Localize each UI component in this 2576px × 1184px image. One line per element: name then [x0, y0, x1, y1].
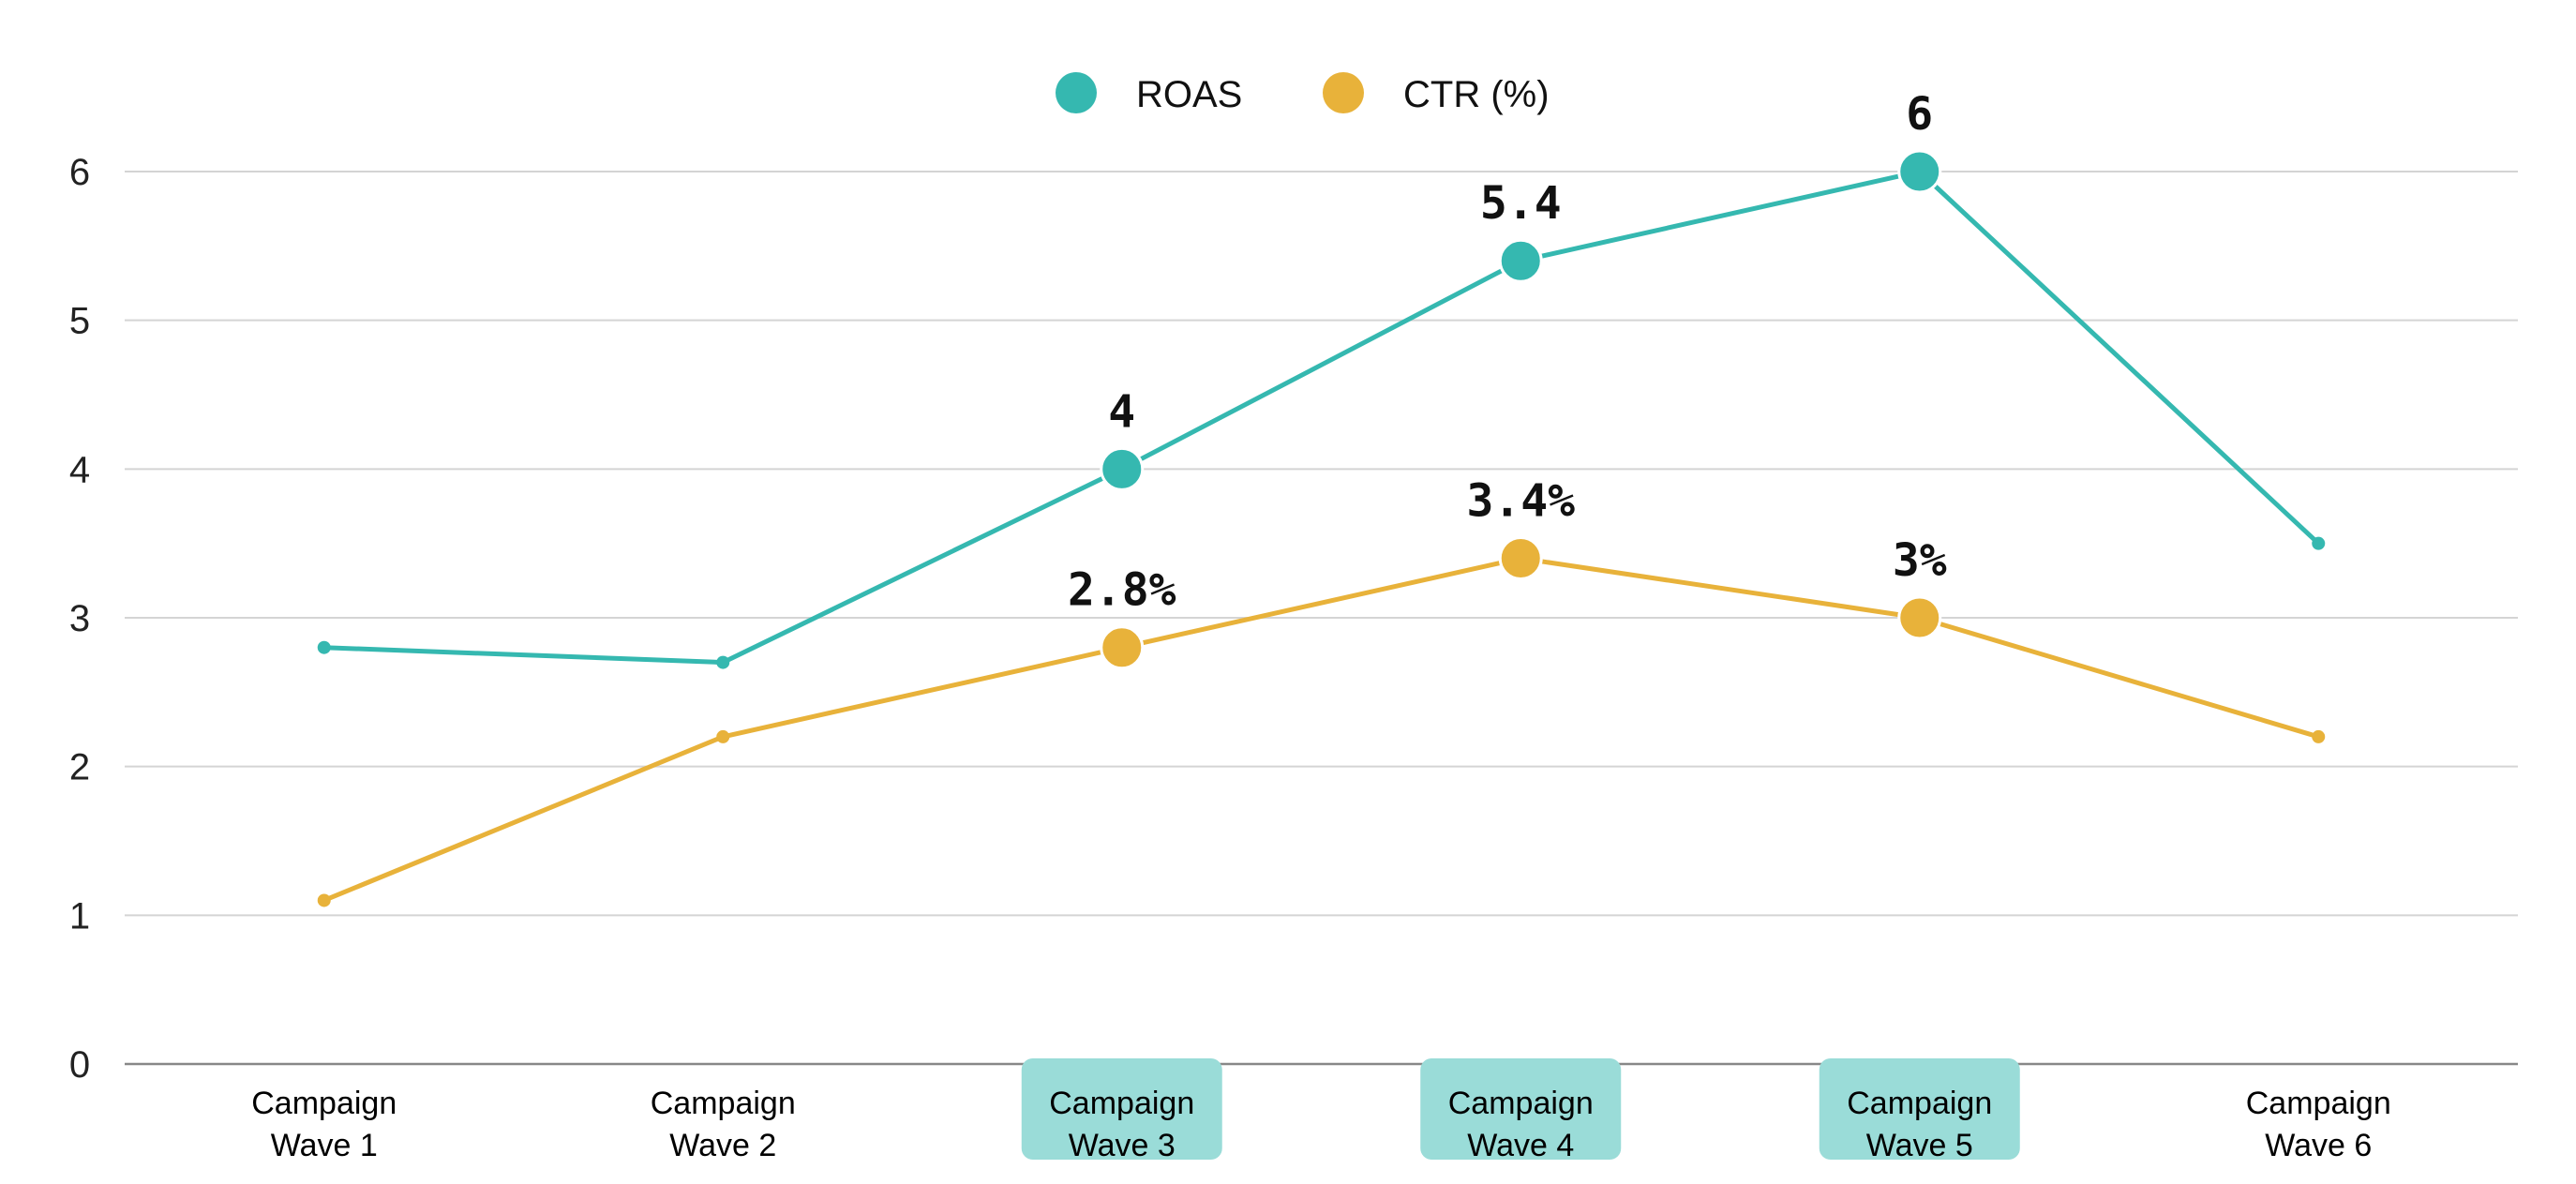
x-category-label: Wave 3	[1069, 1128, 1176, 1163]
gridlines	[125, 171, 2518, 1066]
x-category-label: Campaign	[2246, 1086, 2391, 1121]
legend-label-roas: ROAS	[1136, 74, 1242, 115]
data-point	[317, 893, 331, 907]
x-category-label: Campaign	[1448, 1086, 1594, 1121]
data-label: 2.8%	[1068, 564, 1176, 617]
series-line-roas	[323, 169, 2320, 666]
data-point	[1498, 238, 1543, 283]
y-tick-label: 6	[69, 152, 90, 193]
legend-marker-ctr	[1323, 72, 1364, 113]
y-tick-label: 1	[69, 895, 90, 937]
x-category-label: Campaign	[251, 1086, 397, 1121]
x-category-label: Wave 2	[669, 1128, 776, 1163]
legend: ROAS CTR (%)	[1056, 72, 1550, 115]
series-line-ctr	[322, 556, 2319, 903]
data-point	[2312, 536, 2326, 550]
y-tick-label: 4	[69, 449, 90, 490]
data-point	[716, 729, 730, 743]
x-category-label: Campaign	[651, 1086, 796, 1121]
data-label: 3.4%	[1466, 475, 1575, 528]
data-point	[317, 640, 331, 654]
data-point	[2312, 729, 2326, 743]
series-lines: 4 5.4 6 2.8% 3.4% 3%	[317, 88, 2326, 907]
y-tick-label: 3	[69, 598, 90, 639]
data-label: 5.4	[1480, 177, 1562, 230]
y-tick-label: 5	[69, 301, 90, 342]
legend-marker-roas	[1056, 72, 1097, 113]
data-label: 4	[1108, 385, 1135, 438]
x-category-label: Wave 4	[1467, 1128, 1574, 1163]
category-highlight	[1021, 1058, 1222, 1160]
y-axis-ticks: 0 1 2 3 4 5 6	[69, 152, 90, 1086]
y-tick-label: 0	[69, 1044, 90, 1086]
x-category-label: Campaign	[1049, 1086, 1194, 1121]
x-category-label: Wave 6	[2265, 1128, 2372, 1163]
x-category-label: Wave 1	[271, 1128, 378, 1163]
legend-label-ctr: CTR (%)	[1403, 74, 1550, 115]
x-category-label: Wave 5	[1866, 1128, 1973, 1163]
x-axis-categories: Campaign Wave 1 Campaign Wave 2 Campaign Wave…	[251, 1058, 2391, 1163]
data-point	[716, 655, 730, 669]
data-point	[1100, 625, 1145, 670]
category-highlight	[1819, 1058, 2020, 1160]
y-tick-label: 2	[69, 747, 90, 788]
category-highlight	[1420, 1058, 1622, 1160]
data-label: 6	[1906, 88, 1933, 141]
data-point	[1100, 446, 1145, 491]
x-category-label: Campaign	[1847, 1086, 1992, 1121]
data-point	[1897, 149, 1942, 194]
data-point	[1498, 536, 1543, 581]
data-label: 3%	[1893, 534, 1947, 587]
data-point	[1897, 595, 1942, 640]
